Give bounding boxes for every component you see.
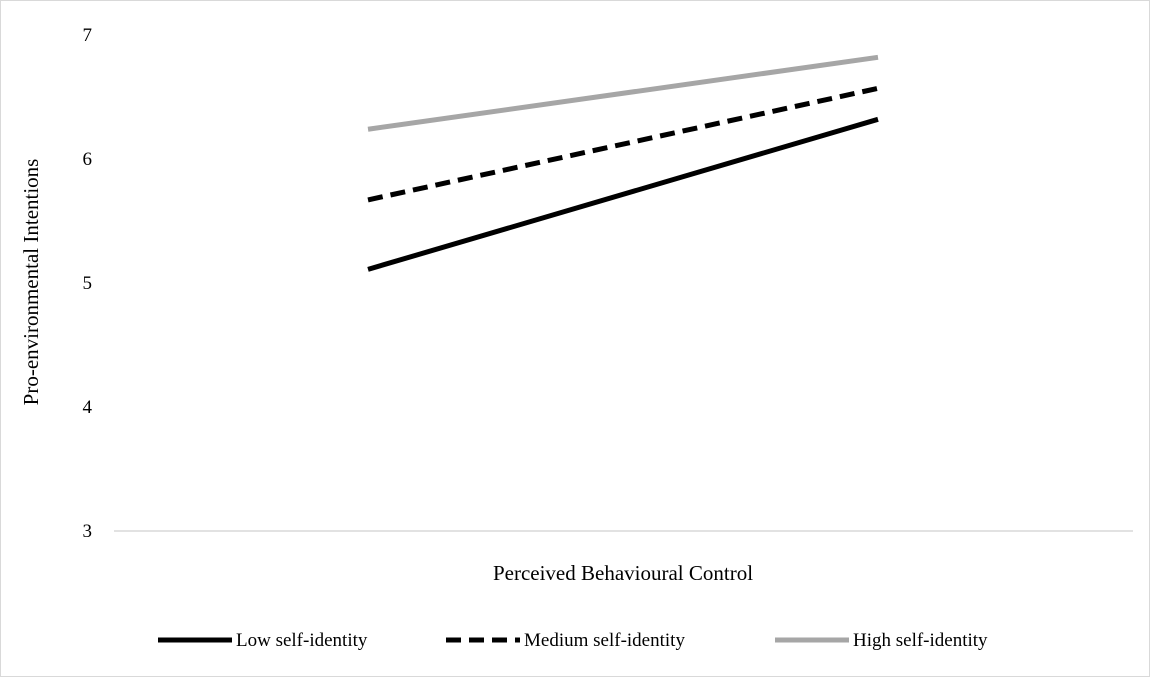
y-tick-label: 6 xyxy=(83,149,93,170)
legend-label: High self-identity xyxy=(853,630,988,651)
legend-label: Medium self-identity xyxy=(524,630,685,651)
y-axis-title: Pro-environmental Intentions xyxy=(19,159,43,406)
y-axis-ticks: 3 4 5 6 7 xyxy=(83,25,93,542)
y-tick-label: 4 xyxy=(83,397,93,418)
y-tick-label: 5 xyxy=(83,273,93,294)
y-tick-label: 7 xyxy=(83,25,93,46)
series-lines xyxy=(367,54,879,272)
y-tick-label: 3 xyxy=(83,521,93,542)
x-axis-title: Perceived Behavioural Control xyxy=(493,561,753,585)
legend-label: Low self-identity xyxy=(236,630,368,651)
series-line-high-self-identity xyxy=(367,54,879,132)
series-line-low-self-identity xyxy=(367,116,879,272)
series-line-medium-self-identity xyxy=(367,85,879,203)
legend: Low self-identity Medium self-identity Hig… xyxy=(158,630,988,651)
